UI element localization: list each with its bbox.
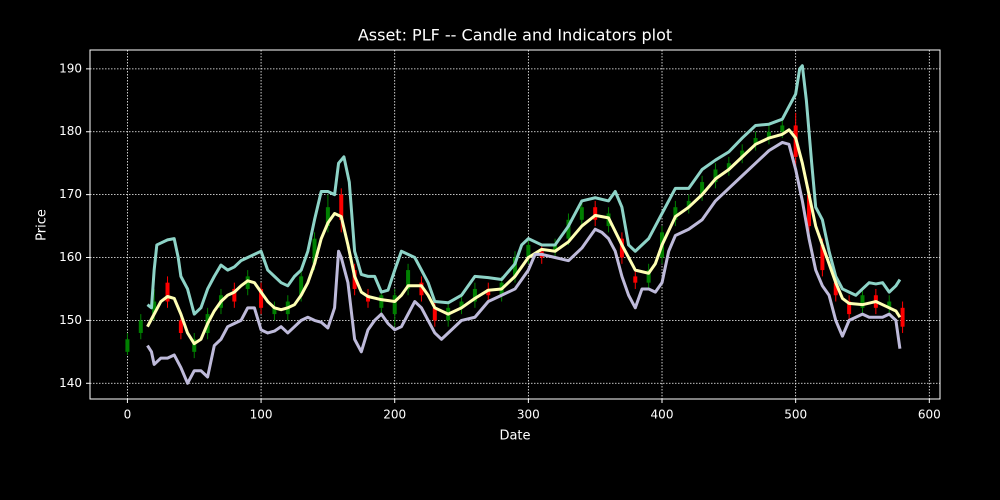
candle-body <box>125 339 130 352</box>
chart-title: Asset: PLF -- Candle and Indicators plot <box>358 26 672 45</box>
candle-body <box>860 295 865 308</box>
x-tick-label: 500 <box>784 408 807 422</box>
candle-body <box>646 270 651 283</box>
candle-body <box>847 301 852 315</box>
x-tick-label: 600 <box>918 408 941 422</box>
candle-body <box>686 200 691 208</box>
x-axis-label: Date <box>499 429 530 444</box>
candle-body <box>713 169 718 183</box>
candle-body <box>259 288 264 308</box>
y-tick-label: 140 <box>59 376 82 390</box>
candle-body <box>192 339 197 352</box>
candle-body <box>138 320 143 333</box>
x-tick-label: 400 <box>651 408 674 422</box>
y-tick-label: 150 <box>59 313 82 327</box>
x-tick-label: 0 <box>124 408 132 422</box>
candle-body <box>820 244 825 271</box>
candle-body <box>272 307 277 315</box>
candle-body <box>299 276 304 296</box>
candle-body <box>406 270 411 289</box>
candle-body <box>700 182 705 195</box>
candle-body <box>673 207 678 220</box>
indicator-line <box>146 64 902 316</box>
candle-body <box>165 282 170 302</box>
candle-body <box>152 301 157 315</box>
candle-body <box>593 207 598 220</box>
candle-body <box>178 320 183 333</box>
candle-body <box>566 219 571 239</box>
y-tick-label: 170 <box>59 187 82 201</box>
candle-body <box>339 194 344 220</box>
x-tick-label: 300 <box>517 408 540 422</box>
indicator-line <box>146 128 902 346</box>
candle-body <box>633 276 638 283</box>
candle-body <box>753 138 758 145</box>
candle-body <box>833 282 838 296</box>
x-tick-label: 100 <box>250 408 273 422</box>
y-axis-label: Price <box>35 209 50 241</box>
candle-body <box>419 282 424 296</box>
candle-body <box>432 307 437 321</box>
candle-body <box>325 207 330 227</box>
candle-body <box>726 163 731 170</box>
candle-body <box>245 276 250 289</box>
y-tick-label: 190 <box>59 61 82 75</box>
candle-body <box>579 207 584 220</box>
candle-body <box>312 238 317 264</box>
candle-body <box>900 307 905 327</box>
candle-body <box>740 150 745 157</box>
y-tick-label: 160 <box>59 250 82 264</box>
y-tick-label: 180 <box>59 124 82 138</box>
candle-body <box>472 288 477 302</box>
candle-body <box>553 244 558 252</box>
x-tick-label: 200 <box>383 408 406 422</box>
candle-body <box>513 257 517 277</box>
candle-body <box>392 295 397 315</box>
candle-body <box>232 288 237 302</box>
candle-body <box>526 244 531 258</box>
indicator-line <box>146 140 902 385</box>
candle-body <box>365 295 370 302</box>
candle-body <box>766 131 771 139</box>
plot-frame <box>89 49 941 400</box>
candle-body <box>780 125 785 132</box>
candle-body <box>486 288 491 296</box>
candle-body <box>379 295 384 308</box>
candle-body <box>887 301 892 308</box>
candle-body <box>459 301 464 308</box>
candle-body <box>807 194 812 227</box>
